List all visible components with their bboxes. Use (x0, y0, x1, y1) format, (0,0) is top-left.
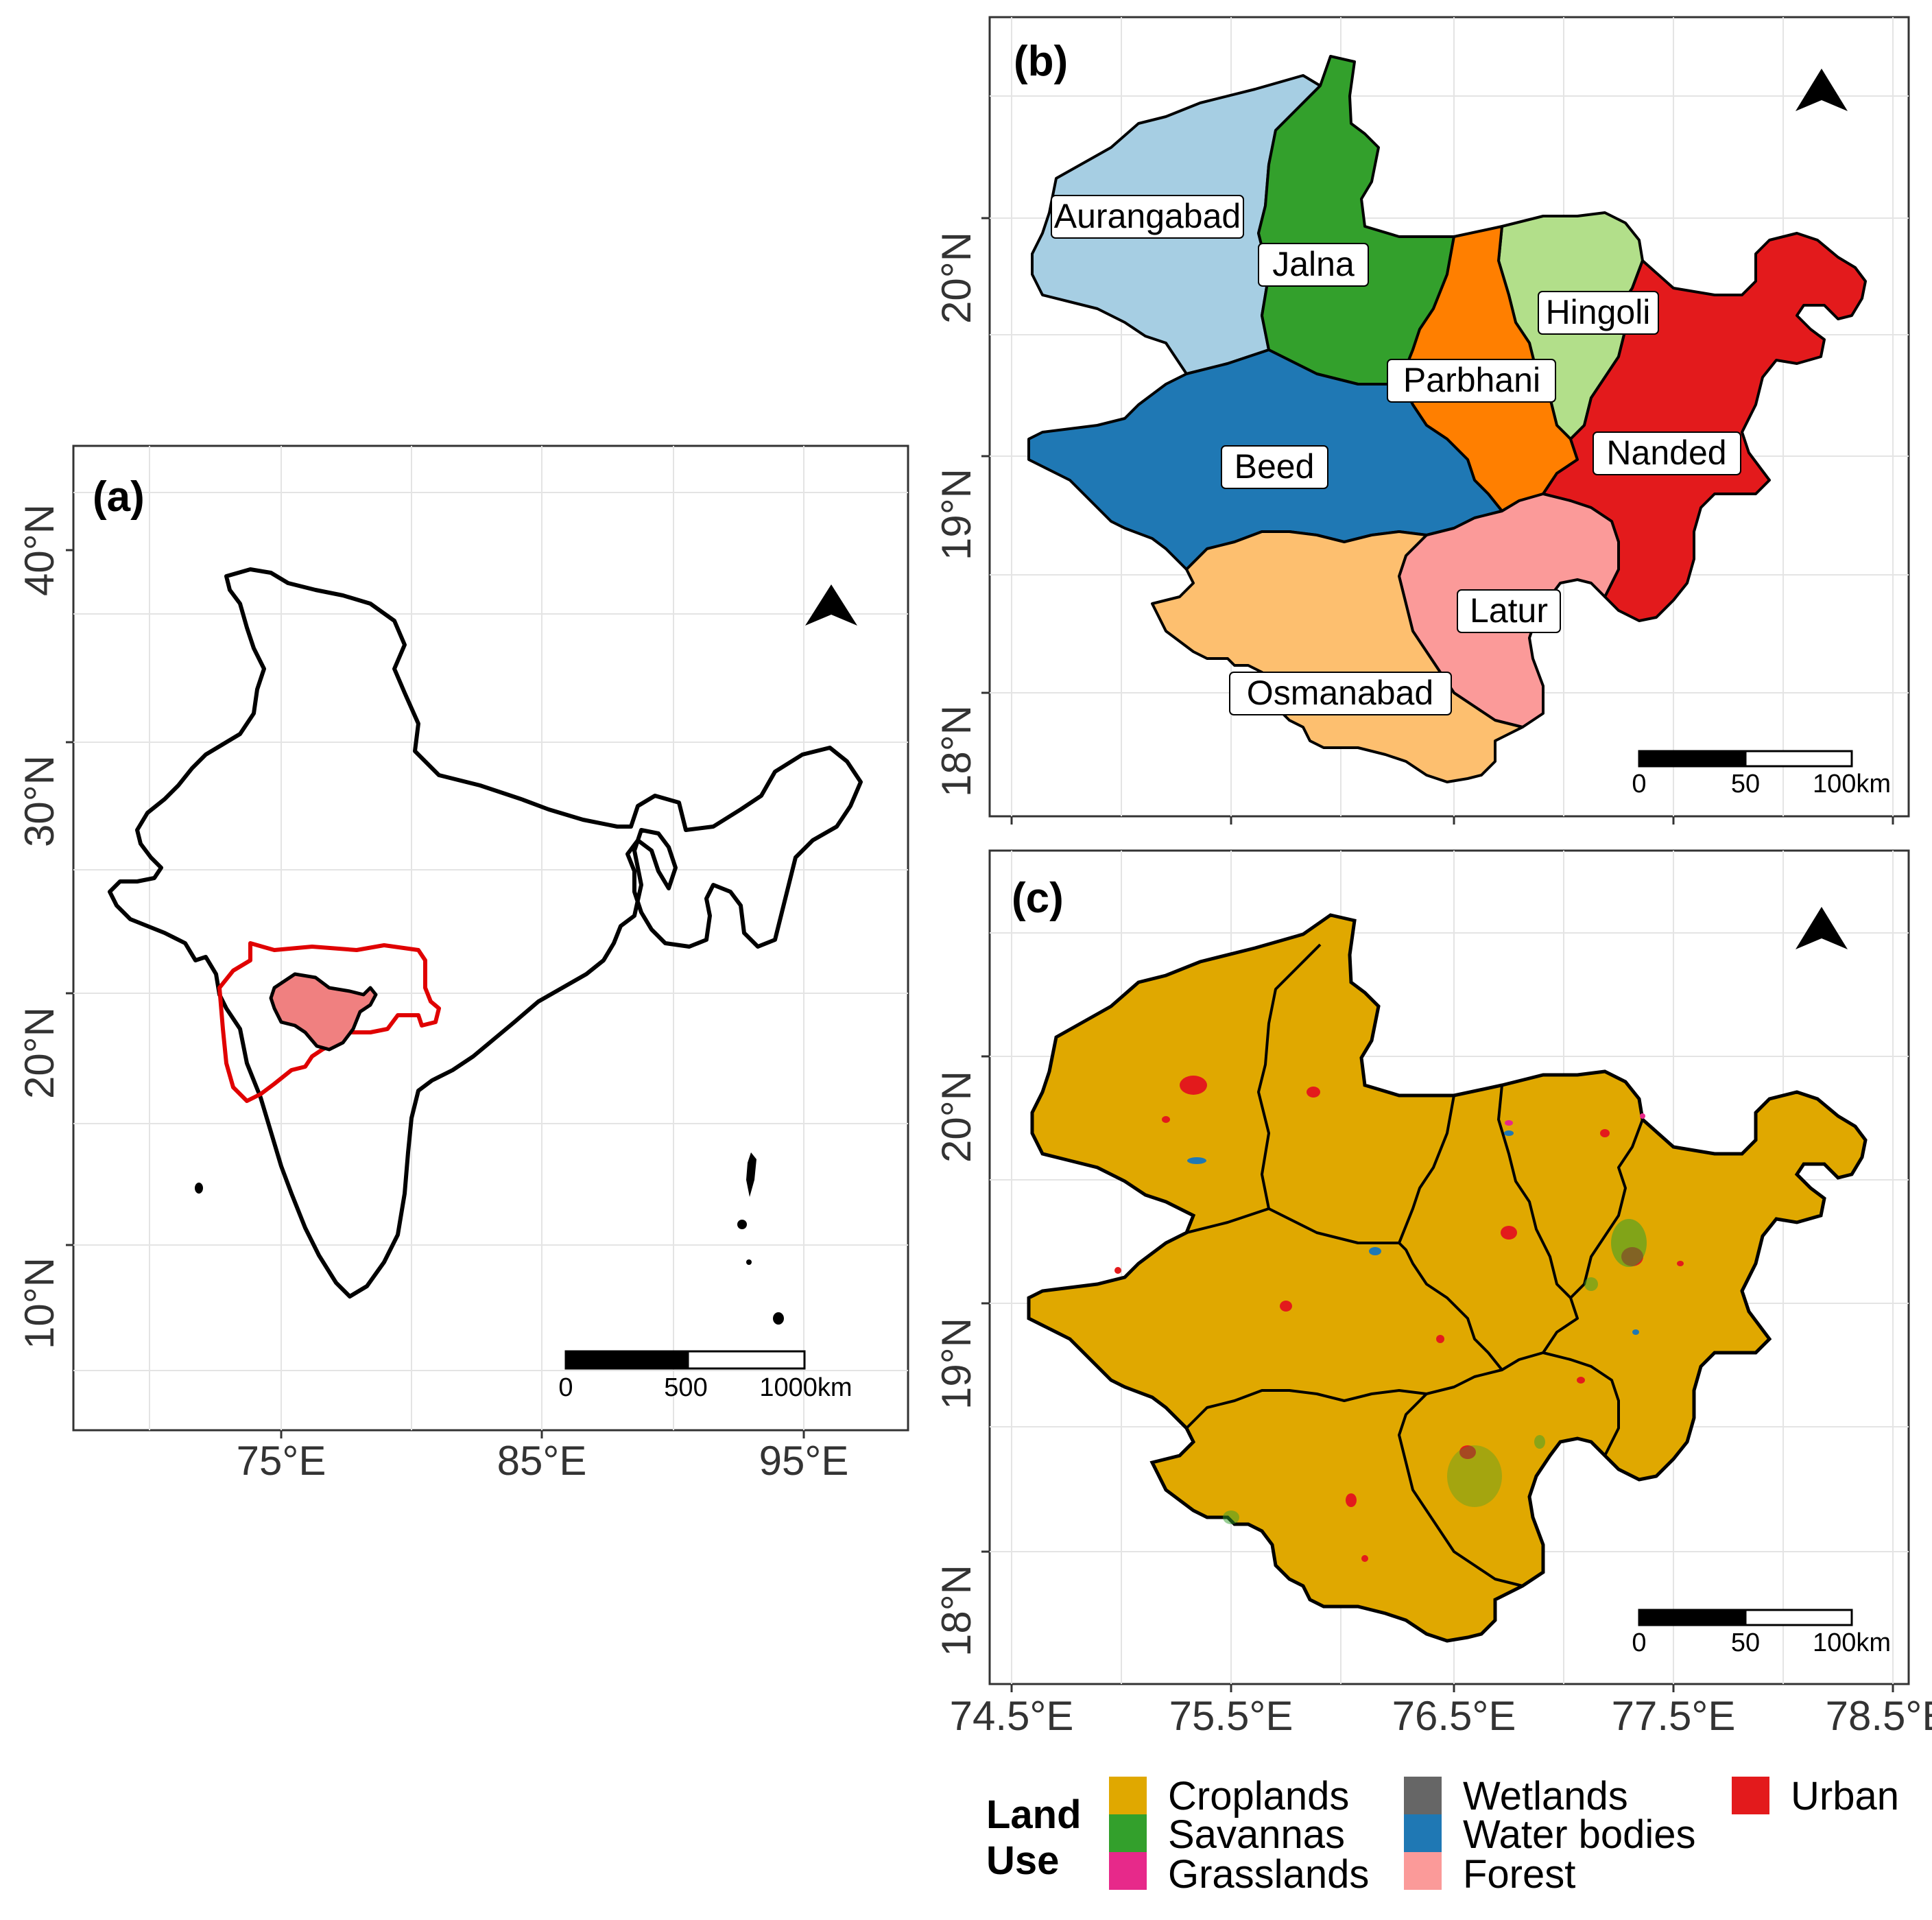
andaman-islands (746, 1152, 756, 1197)
legend-swatch-forest (1404, 1852, 1442, 1890)
lon-label-76-5e: 76.5°E (1392, 1693, 1516, 1739)
legend-label-savannas: Savannas (1168, 1812, 1345, 1857)
scale-label-50: 50 (1731, 1628, 1760, 1657)
legend-label-urban: Urban (1791, 1774, 1899, 1818)
panel-a-lon-axis: 75°E 85°E 95°E (237, 1430, 849, 1484)
lon-label-78-5e: 78.5°E (1826, 1693, 1932, 1739)
study-area-fill (269, 972, 378, 1052)
lon-label-85e: 85°E (497, 1438, 587, 1484)
panel-a-india-map: 0 500 1000km (a) 40°N 30°N 20°N 10°N 75°… (16, 445, 909, 1484)
panel-c-land-use-map: 0 50 100km (c) 20°N 19°N 18°N 74.5°E 75.… (933, 849, 1932, 1739)
north-arrow-icon (1796, 907, 1848, 949)
scale-label-100km: 100km (1813, 1628, 1891, 1657)
scale-label-500: 500 (664, 1373, 707, 1402)
label-beed: Beed (1235, 447, 1315, 486)
andaman-islands-south (737, 1220, 747, 1229)
india-outline (108, 567, 863, 1299)
panel-c-scale-bar: 0 50 100km (1632, 1609, 1891, 1657)
scale-label-50: 50 (1731, 770, 1760, 798)
panel-b-tag: (b) (1014, 38, 1068, 85)
north-arrow-icon (1796, 69, 1848, 111)
legend-swatch-water-bodies (1404, 1814, 1442, 1852)
scale-label-1000km: 1000km (759, 1373, 852, 1402)
lat-label-20n: 20°N (933, 1071, 979, 1163)
lon-label-77-5e: 77.5°E (1612, 1693, 1736, 1739)
lon-label-74-5e: 74.5°E (950, 1693, 1074, 1739)
panel-c-lon-axis: 74.5°E 75.5°E 76.5°E 77.5°E 78.5°E (950, 1684, 1932, 1739)
district-nanded (1542, 232, 1867, 622)
lon-label-95e: 95°E (759, 1438, 849, 1484)
land-use-legend: Land Use Croplands Savannas Grasslands W… (986, 1774, 1899, 1897)
legend-swatch-croplands (1109, 1777, 1147, 1814)
scale-label-0: 0 (1632, 770, 1646, 798)
savanna-patches (1223, 1219, 1647, 1524)
lat-label-18n: 18°N (933, 705, 979, 797)
lakshadweep-islands (195, 1183, 203, 1194)
panel-a-lat-axis: 40°N 30°N 20°N 10°N (16, 504, 73, 1349)
lon-label-75-5e: 75.5°E (1169, 1693, 1293, 1739)
water-body-patches (1187, 1130, 1639, 1335)
panel-c-lat-axis: 20°N 19°N 18°N (933, 1055, 990, 1657)
legend-swatch-grasslands (1109, 1852, 1147, 1890)
lat-label-20n: 20°N (933, 232, 979, 324)
panel-a-scale-bar: 0 500 1000km (558, 1350, 852, 1402)
grassland-patches (1505, 1113, 1645, 1126)
lat-label-10n: 10°N (16, 1257, 62, 1349)
legend-label-water-bodies: Water bodies (1463, 1812, 1696, 1857)
scale-label-100km: 100km (1813, 770, 1891, 798)
lat-label-18n: 18°N (933, 1565, 979, 1657)
lat-label-40n: 40°N (16, 504, 62, 596)
label-aurangabad: Aurangabad (1054, 197, 1241, 235)
legend-swatch-wetlands (1404, 1777, 1442, 1814)
nicobar-islands (746, 1259, 752, 1265)
label-nanded: Nanded (1606, 434, 1726, 472)
scale-label-0: 0 (558, 1373, 573, 1402)
lon-label-75e: 75°E (237, 1438, 326, 1484)
maharashtra-outline (217, 941, 441, 1103)
panel-a-graticule (73, 446, 908, 1430)
legend-title-line2: Use (986, 1838, 1059, 1883)
lat-label-30n: 30°N (16, 755, 62, 847)
lat-label-19n: 19°N (933, 1318, 979, 1410)
scale-label-0: 0 (1632, 1628, 1646, 1657)
legend-label-grasslands: Grasslands (1168, 1852, 1369, 1897)
legend-swatch-urban (1732, 1777, 1769, 1814)
nicobar-islands-south (773, 1312, 784, 1325)
district-osmanabad (1151, 530, 1524, 783)
panel-b-scale-bar: 0 50 100km (1632, 750, 1891, 798)
panel-b-lat-axis: 20°N 19°N 18°N (933, 217, 990, 797)
lat-label-20n: 20°N (16, 1007, 62, 1099)
north-arrow-icon (805, 584, 857, 626)
legend-swatch-savannas (1109, 1814, 1147, 1852)
label-jalna: Jalna (1272, 245, 1355, 283)
legend-title-line1: Land (986, 1792, 1082, 1837)
panel-a-frame (72, 445, 909, 1432)
legend-label-croplands: Croplands (1168, 1774, 1349, 1818)
panel-a-tag: (a) (93, 473, 145, 521)
district-labels: Aurangabad Jalna Hingoli Parbhani Beed N… (1051, 195, 1741, 715)
panel-c-tag: (c) (1012, 875, 1064, 922)
panel-b-district-map: Aurangabad Jalna Hingoli Parbhani Beed N… (933, 16, 1910, 825)
panel-b-lon-ticks (1010, 816, 1894, 825)
legend-label-forest: Forest (1463, 1852, 1575, 1897)
label-latur: Latur (1470, 591, 1548, 630)
label-osmanabad: Osmanabad (1247, 674, 1433, 712)
internal-district-boundaries (1185, 943, 1644, 1587)
label-hingoli: Hingoli (1546, 293, 1651, 331)
label-parbhani: Parbhani (1403, 361, 1540, 399)
land-use-raster (1029, 915, 1865, 1641)
legend-label-wetlands: Wetlands (1463, 1774, 1628, 1818)
lat-label-19n: 19°N (933, 469, 979, 560)
